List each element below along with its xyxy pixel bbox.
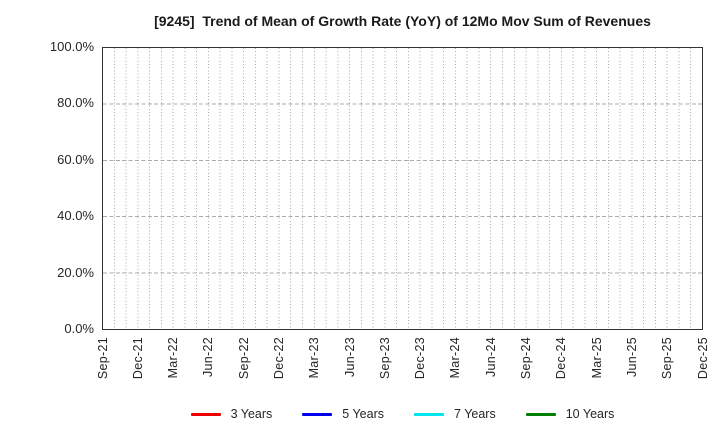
plot-border (102, 47, 703, 330)
plot-area (102, 47, 703, 330)
x-tick-label: Dec-22 (271, 337, 286, 380)
x-tick-label: Jun-24 (483, 337, 498, 378)
y-tick-label: 40.0% (57, 208, 94, 224)
legend-line-swatch (414, 412, 445, 416)
x-tick-label: Dec-24 (554, 337, 569, 380)
y-tick-label: 100.0% (49, 39, 94, 54)
legend-line-swatch (525, 412, 556, 416)
legend-item-7-years: 7 Years (414, 407, 496, 421)
legend: 3 Years 5 Years 7 Years 10 Years (102, 401, 703, 427)
x-tick-label: Mar-23 (307, 337, 322, 379)
legend-label: 10 Years (565, 407, 615, 421)
x-tick-label: Jun-23 (342, 337, 357, 378)
x-tick-label: Jun-25 (624, 337, 639, 378)
x-tick-label: Mar-22 (166, 337, 181, 379)
y-tick-label: 80.0% (57, 95, 94, 111)
x-tick-label: Dec-23 (413, 337, 428, 380)
y-tick-label: 20.0% (57, 264, 94, 280)
legend-line-swatch (190, 412, 221, 416)
legend-item-10-years: 10 Years (525, 407, 615, 421)
legend-label: 7 Years (454, 407, 496, 421)
y-tick-label: 60.0% (57, 151, 94, 167)
x-tick-label: Sep-21 (95, 337, 110, 380)
x-tick-label: Dec-25 (695, 337, 710, 380)
x-tick-label: Sep-24 (519, 337, 534, 380)
x-tick-label: Mar-25 (589, 337, 604, 379)
y-tick-label: 0.0% (64, 321, 94, 336)
legend-line-swatch (302, 412, 333, 416)
legend-item-5-years: 5 Years (302, 407, 384, 421)
x-tick-label: Jun-22 (201, 337, 216, 378)
x-tick-label: Sep-23 (377, 337, 392, 380)
x-tick-label: Sep-25 (660, 337, 675, 380)
legend-label: 5 Years (342, 407, 385, 421)
legend-item-3-years: 3 Years (190, 407, 273, 421)
x-tick-label: Dec-21 (130, 337, 145, 380)
chart-title: [9245] Trend of Mean of Growth Rate (YoY… (154, 13, 651, 29)
x-tick-label: Sep-22 (236, 337, 251, 380)
x-tick-label: Mar-24 (448, 337, 463, 379)
legend-label: 3 Years (230, 407, 273, 421)
